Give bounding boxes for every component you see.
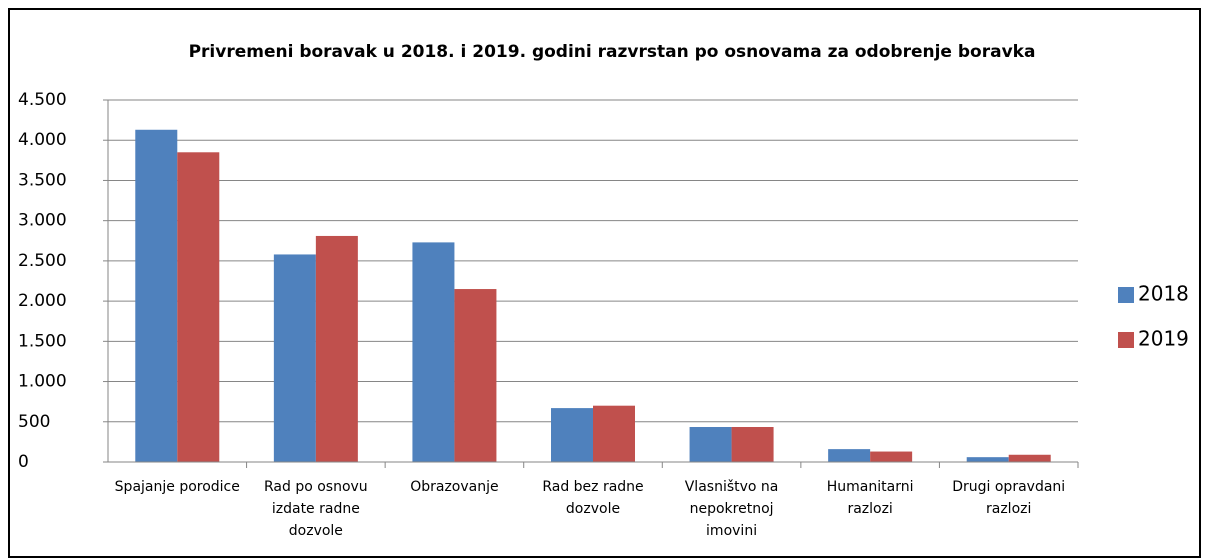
- y-tick-label: 1.000: [18, 372, 67, 392]
- frame: [8, 8, 1201, 558]
- y-tick-label: 0: [18, 452, 29, 472]
- legend-swatch: [1118, 287, 1134, 303]
- bar: [593, 405, 635, 462]
- y-tick-label: 3.500: [18, 170, 67, 190]
- bar: [731, 427, 774, 462]
- bar: [966, 457, 1009, 462]
- y-tick-label: 3.000: [18, 211, 67, 231]
- bar: [870, 451, 913, 462]
- y-tick-label: 500: [18, 412, 50, 432]
- bar: [412, 242, 455, 462]
- bar: [273, 254, 316, 462]
- bar: [828, 449, 871, 462]
- x-tick-label: Humanitarni razlozi: [826, 479, 914, 517]
- legend-label: 2019: [1138, 327, 1189, 351]
- bar: [689, 427, 732, 462]
- bar: [315, 235, 358, 462]
- x-tick-label: Spajanje porodice: [114, 479, 240, 495]
- y-tick-label: 1.500: [18, 331, 67, 351]
- y-tick-label: 2.500: [18, 251, 67, 271]
- x-tick-label: Obrazovanje: [410, 479, 499, 495]
- x-tick-label: Vlasništvo na nepokretnoj imovini: [684, 479, 779, 539]
- x-tick-label: Rad po osnovu izdate radne dozvole: [263, 479, 368, 539]
- y-tick-label: 4.000: [18, 130, 67, 150]
- bar: [1008, 454, 1051, 462]
- bar: [135, 129, 178, 462]
- y-tick-label: 4.500: [18, 90, 67, 110]
- chart-title: Privremeni boravak u 2018. i 2019. godin…: [189, 42, 1036, 62]
- x-tick-label: Drugi opravdani razlozi: [952, 479, 1066, 517]
- bar: [454, 289, 497, 462]
- legend-label: 2018: [1138, 282, 1189, 306]
- y-tick-label: 2.000: [18, 291, 67, 311]
- legend-swatch: [1118, 332, 1134, 348]
- bar: [551, 408, 593, 462]
- x-tick-label: Rad bez radne dozvole: [542, 479, 644, 517]
- bar: [177, 152, 220, 463]
